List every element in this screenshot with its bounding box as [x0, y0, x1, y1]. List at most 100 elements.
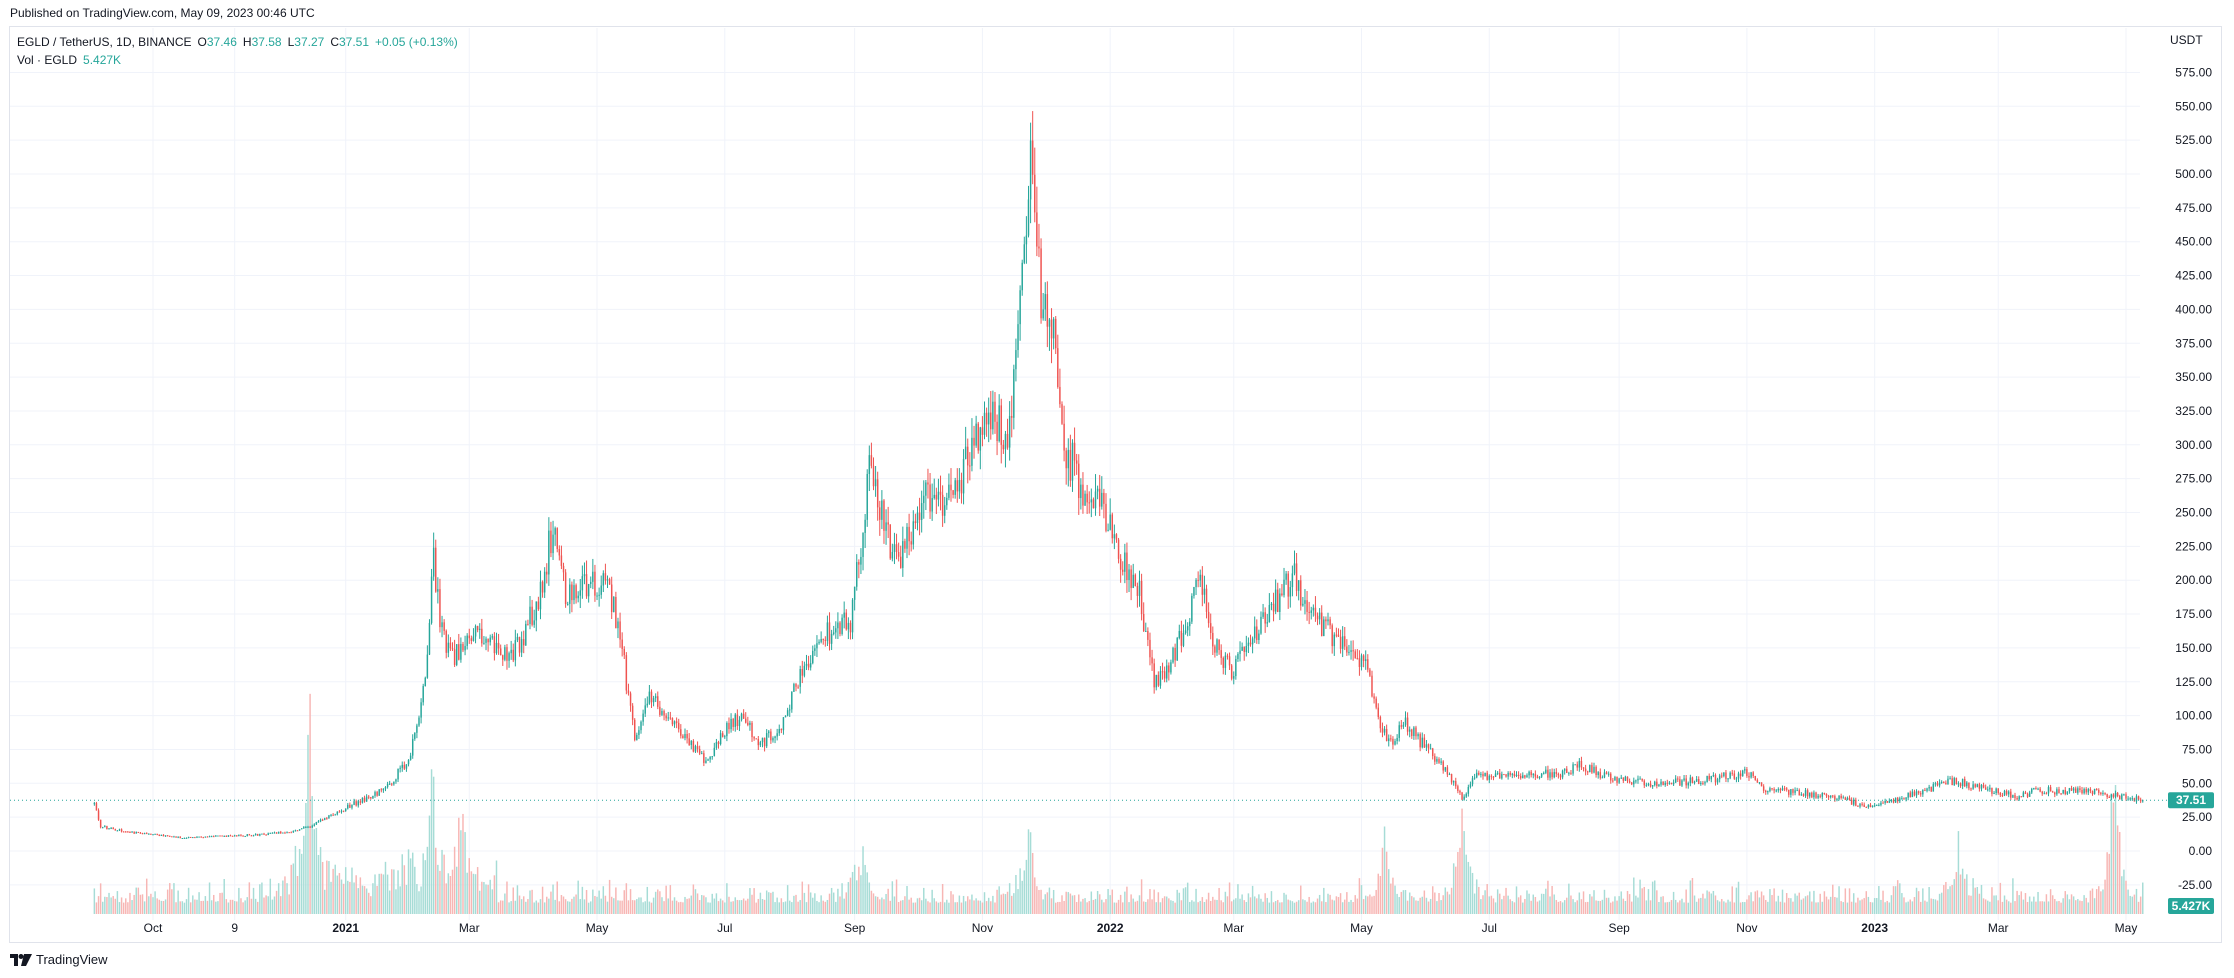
- volume-bar: [753, 888, 755, 914]
- volume-bar: [388, 890, 391, 914]
- volume-bar: [1928, 887, 1930, 914]
- candle-body: [856, 562, 858, 587]
- candle-body: [1668, 782, 1671, 784]
- candle-body: [843, 612, 845, 618]
- candle-body: [418, 717, 420, 726]
- candle-body: [414, 732, 416, 739]
- candle-body: [1899, 798, 1901, 802]
- tradingview-branding[interactable]: TradingView: [10, 952, 108, 967]
- candle-body: [1863, 804, 1865, 808]
- candle-body: [1982, 784, 1985, 788]
- volume-bar: [2066, 894, 2069, 914]
- candle-body: [939, 491, 942, 495]
- volume-bar: [1721, 898, 1723, 914]
- volume-bar: [1151, 899, 1153, 914]
- volume-bar: [1180, 900, 1183, 914]
- candle-body: [830, 633, 833, 644]
- candle-body: [1136, 586, 1139, 596]
- candle-body: [1572, 764, 1574, 774]
- volume-bar: [1266, 897, 1268, 914]
- volume-bar: [1350, 899, 1352, 914]
- candle-body: [1482, 773, 1484, 777]
- candle-body: [1402, 724, 1405, 727]
- candle-body: [1450, 774, 1453, 783]
- volume-bar: [1974, 887, 1976, 914]
- volume-bar: [851, 871, 854, 914]
- volume-bar: [1714, 895, 1717, 914]
- volume-bar: [1584, 902, 1587, 914]
- volume-bar: [169, 883, 171, 914]
- volume-bar: [1662, 896, 1664, 914]
- candle-body: [1442, 761, 1444, 771]
- volume-bar: [927, 901, 929, 914]
- volume-bar: [1015, 874, 1017, 914]
- volume-bar: [1591, 896, 1593, 914]
- candle-body: [1455, 781, 1457, 787]
- candle-body: [384, 787, 387, 789]
- candle-body: [1134, 574, 1137, 587]
- candle-body: [1677, 778, 1679, 780]
- symbol-title[interactable]: EGLD / TetherUS, 1D, BINANCE: [17, 35, 192, 49]
- candle-body: [585, 574, 588, 597]
- currency-label[interactable]: USDT: [2170, 33, 2203, 47]
- volume-bar: [1329, 894, 1331, 914]
- candle-body: [1182, 633, 1185, 646]
- volume-label[interactable]: Vol · EGLD: [17, 53, 78, 67]
- candle-body: [353, 801, 355, 805]
- candle-body: [246, 834, 248, 837]
- volume-bar: [598, 890, 600, 914]
- candle-body: [1660, 781, 1662, 785]
- volume-bar: [395, 889, 397, 914]
- volume-bar: [458, 817, 460, 914]
- candle-body: [1513, 773, 1516, 777]
- candle-body: [640, 721, 642, 731]
- candle-body: [879, 507, 881, 520]
- candle-body: [229, 835, 232, 837]
- volume-bar: [311, 796, 313, 914]
- chart-frame[interactable]: [9, 26, 2222, 943]
- candle-body: [1649, 783, 1652, 787]
- candle-body: [1829, 795, 1832, 798]
- candle-body: [1048, 319, 1051, 327]
- candle-body: [1193, 587, 1195, 596]
- volume-bar: [1302, 899, 1304, 914]
- volume-bar: [1494, 902, 1497, 914]
- candle-body: [1840, 795, 1842, 798]
- volume-bar: [824, 901, 827, 914]
- candle-body: [1084, 493, 1086, 506]
- volume-bar: [1482, 895, 1484, 914]
- candle-body: [1811, 792, 1813, 798]
- volume-bar: [1323, 887, 1325, 914]
- candle-body: [1172, 647, 1174, 663]
- volume-bar: [242, 902, 244, 914]
- volume-bar: [990, 901, 992, 914]
- time-tick-label: Mar: [459, 921, 480, 935]
- volume-bar: [1517, 897, 1520, 914]
- candle-body: [904, 541, 906, 549]
- volume-bar: [416, 884, 418, 914]
- volume-bar: [843, 898, 845, 914]
- candle-body: [1398, 725, 1400, 738]
- volume-bar: [625, 883, 628, 914]
- candle-body: [1890, 800, 1893, 802]
- volume-bar: [127, 902, 129, 914]
- candle-body: [2005, 790, 2008, 795]
- volume-bar: [1352, 902, 1354, 914]
- candle-body: [920, 503, 923, 520]
- candle-body: [1597, 772, 1599, 776]
- candle-body: [2139, 799, 2142, 802]
- volume-bar: [1959, 874, 1962, 914]
- candle-body: [1940, 781, 1943, 783]
- volume-bar: [1429, 898, 1432, 914]
- candle-body: [1662, 781, 1664, 786]
- candle-body: [759, 742, 762, 746]
- candle-body: [294, 830, 297, 832]
- volume-bar: [893, 896, 896, 914]
- volume-bar: [1643, 886, 1646, 914]
- candle-body: [1635, 780, 1637, 782]
- volume-bar: [1145, 901, 1147, 914]
- candle-body: [1951, 778, 1953, 786]
- volume-bar: [282, 880, 284, 914]
- candle-body: [1297, 580, 1300, 591]
